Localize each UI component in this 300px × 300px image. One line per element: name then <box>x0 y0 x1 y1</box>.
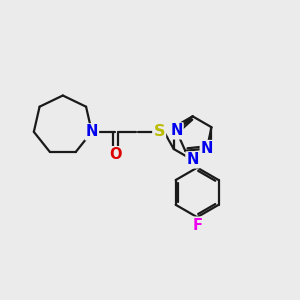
Text: N: N <box>201 141 213 156</box>
Text: S: S <box>153 124 165 139</box>
Text: N: N <box>170 123 183 138</box>
Text: N: N <box>186 152 199 167</box>
Text: O: O <box>109 147 122 162</box>
Text: F: F <box>192 218 202 232</box>
Text: N: N <box>85 124 98 139</box>
